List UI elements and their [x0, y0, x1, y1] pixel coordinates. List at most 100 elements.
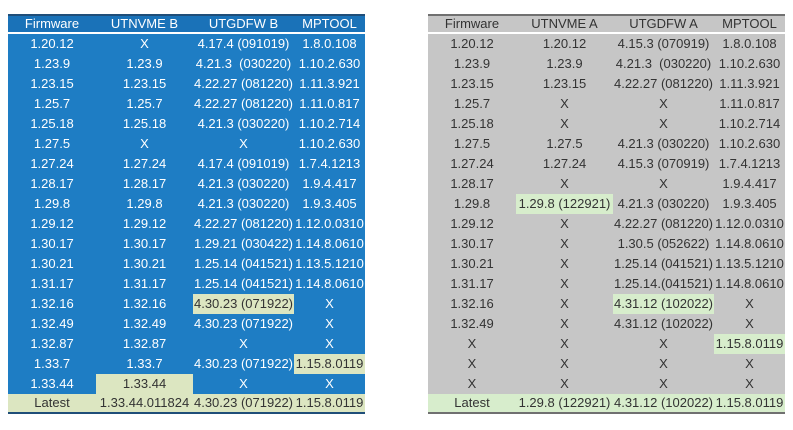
cell[interactable]: 1.28.17	[96, 174, 193, 194]
cell[interactable]: 4.31.12 (102022)	[613, 294, 714, 314]
cell[interactable]: X	[193, 334, 294, 354]
cell[interactable]: 4.30.23 (071922)	[193, 354, 294, 374]
cell[interactable]: 1.27.24	[96, 154, 193, 174]
cell[interactable]: X	[428, 374, 516, 394]
cell[interactable]: X	[516, 174, 613, 194]
cell[interactable]: 1.23.9	[428, 54, 516, 74]
latest-cell[interactable]: 1.15.8.0119	[714, 394, 785, 412]
cell[interactable]: 1.23.15	[428, 74, 516, 94]
cell[interactable]: 1.11.0.817	[714, 94, 785, 114]
cell[interactable]: X	[613, 354, 714, 374]
cell[interactable]: 1.23.15	[8, 74, 96, 94]
cell[interactable]: X	[428, 354, 516, 374]
cell[interactable]: 1.10.2.630	[294, 54, 365, 74]
cell[interactable]: 1.25.18	[428, 114, 516, 134]
header-cell-firmware[interactable]: Firmware	[8, 16, 96, 32]
cell[interactable]: X	[516, 334, 613, 354]
cell[interactable]: X	[294, 294, 365, 314]
latest-cell[interactable]: 1.15.8.0119	[294, 394, 365, 412]
cell[interactable]: 1.13.5.1210	[714, 254, 785, 274]
cell[interactable]: 1.25.14 (041521)	[193, 274, 294, 294]
cell[interactable]: X	[714, 354, 785, 374]
cell[interactable]: 1.7.4.1213	[714, 154, 785, 174]
cell[interactable]: 1.13.5.1210	[294, 254, 365, 274]
cell[interactable]: X	[516, 374, 613, 394]
latest-cell[interactable]: 4.31.12 (102022)	[613, 394, 714, 412]
cell[interactable]: 4.30.23 (071922)	[193, 314, 294, 334]
cell[interactable]: X	[428, 334, 516, 354]
latest-cell[interactable]: Latest	[428, 394, 516, 412]
cell[interactable]: 4.21.3 (030220)	[193, 194, 294, 214]
cell[interactable]: 1.29.8	[428, 194, 516, 214]
header-cell-utgdfw-b[interactable]: UTGDFW B	[193, 16, 294, 32]
cell[interactable]: 1.30.21	[8, 254, 96, 274]
cell[interactable]: 1.14.8.0610	[294, 274, 365, 294]
cell[interactable]: X	[294, 334, 365, 354]
cell[interactable]: 4.22.27 (081220)	[613, 74, 714, 94]
cell[interactable]: 1.14.8.0610	[294, 234, 365, 254]
cell[interactable]: X	[516, 94, 613, 114]
cell[interactable]: 1.31.17	[8, 274, 96, 294]
cell[interactable]: 1.28.17	[428, 174, 516, 194]
cell[interactable]: 1.32.49	[428, 314, 516, 334]
cell[interactable]: 4.17.4 (091019)	[193, 154, 294, 174]
cell[interactable]: 4.22.27 (081220)	[613, 214, 714, 234]
cell[interactable]: 1.25.18	[8, 114, 96, 134]
cell[interactable]: 1.25.14.(041521)	[613, 274, 714, 294]
cell[interactable]: 1.30.17	[428, 234, 516, 254]
cell[interactable]: X	[613, 114, 714, 134]
cell[interactable]: X	[516, 354, 613, 374]
cell[interactable]: 1.20.12	[516, 34, 613, 54]
cell[interactable]: X	[96, 34, 193, 54]
cell[interactable]: 1.25.14 (041521)	[613, 254, 714, 274]
header-cell-firmware[interactable]: Firmware	[428, 16, 516, 32]
cell[interactable]: X	[613, 334, 714, 354]
cell[interactable]: 1.15.8.0119	[294, 354, 365, 374]
cell[interactable]: X	[516, 214, 613, 234]
cell[interactable]: 1.29.8 (122921)	[516, 194, 613, 214]
cell[interactable]: 1.32.87	[8, 334, 96, 354]
cell[interactable]: 1.9.4.417	[714, 174, 785, 194]
cell[interactable]: 1.29.12	[428, 214, 516, 234]
cell[interactable]: 1.32.87	[96, 334, 193, 354]
cell[interactable]: 4.31.12 (102022)	[613, 314, 714, 334]
cell[interactable]: 4.21.3 (030220)	[193, 174, 294, 194]
cell[interactable]: 1.23.9	[516, 54, 613, 74]
cell[interactable]: 1.32.49	[96, 314, 193, 334]
cell[interactable]: 1.25.18	[96, 114, 193, 134]
cell[interactable]: 4.21.3 (030220)	[193, 54, 294, 74]
cell[interactable]: 1.23.9	[8, 54, 96, 74]
cell[interactable]: 4.30.23 (071922)	[193, 294, 294, 314]
latest-cell[interactable]: Latest	[8, 394, 96, 412]
cell[interactable]: 1.12.0.0310	[714, 214, 785, 234]
cell[interactable]: 1.25.7	[96, 94, 193, 114]
header-cell-utnvme-b[interactable]: UTNVME B	[96, 16, 193, 32]
latest-cell[interactable]: 1.29.8 (122921)	[516, 394, 613, 412]
cell[interactable]: X	[613, 374, 714, 394]
cell[interactable]: 1.10.2.630	[294, 134, 365, 154]
cell[interactable]: 1.10.2.630	[714, 54, 785, 74]
header-cell-mptool[interactable]: MPTOOL	[294, 16, 365, 32]
cell[interactable]: X	[294, 374, 365, 394]
cell[interactable]: 1.8.0.108	[294, 34, 365, 54]
cell[interactable]: 4.22.27 (081220)	[193, 94, 294, 114]
cell[interactable]: 1.10.2.630	[714, 134, 785, 154]
cell[interactable]: X	[516, 314, 613, 334]
cell[interactable]: X	[294, 314, 365, 334]
cell[interactable]: X	[613, 174, 714, 194]
cell[interactable]: X	[193, 374, 294, 394]
cell[interactable]: 1.25.14 (041521)	[193, 254, 294, 274]
cell[interactable]: 1.29.12	[8, 214, 96, 234]
cell[interactable]: 4.21.3 (030220)	[613, 194, 714, 214]
cell[interactable]: 1.32.16	[8, 294, 96, 314]
cell[interactable]: 1.11.3.921	[714, 74, 785, 94]
cell[interactable]: 1.31.17	[96, 274, 193, 294]
cell[interactable]: 1.27.5	[428, 134, 516, 154]
cell[interactable]: 1.33.7	[8, 354, 96, 374]
cell[interactable]: 1.29.8	[8, 194, 96, 214]
cell[interactable]: 4.15.3 (070919)	[613, 154, 714, 174]
cell[interactable]: 1.30.17	[96, 234, 193, 254]
header-cell-mptool[interactable]: MPTOOL	[714, 16, 785, 32]
cell[interactable]: 1.10.2.714	[714, 114, 785, 134]
cell[interactable]: 1.9.3.405	[294, 194, 365, 214]
